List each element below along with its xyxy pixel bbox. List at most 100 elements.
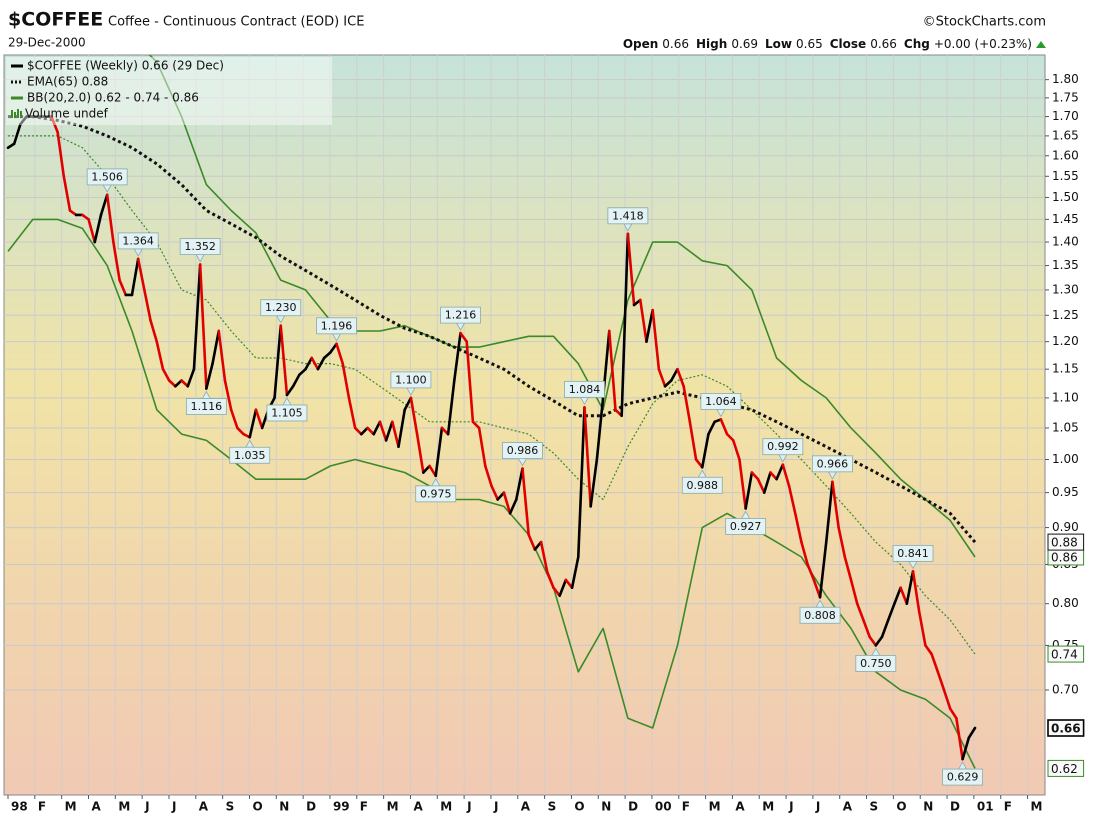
price-segment <box>217 329 227 382</box>
price-segment <box>725 432 735 442</box>
symbol: $COFFEE <box>8 9 103 31</box>
data-label: 1.418 <box>612 209 644 222</box>
price-segment <box>118 278 128 297</box>
price-segment <box>638 298 648 343</box>
price-segment <box>576 406 586 559</box>
quote-value: 0.66 <box>662 37 689 51</box>
price-segment <box>496 491 506 501</box>
x-tick-label: M <box>1031 800 1043 814</box>
price-segment <box>12 122 22 146</box>
price-segment <box>279 324 289 397</box>
x-tick-label: M <box>762 800 774 814</box>
price-segment <box>130 257 140 297</box>
price-segment <box>391 420 400 448</box>
x-tick-label: N <box>601 800 611 814</box>
quote-value: 0.65 <box>796 37 823 51</box>
price-segment <box>570 555 580 590</box>
price-segment <box>477 426 487 468</box>
price-segment <box>893 586 902 605</box>
price-segment <box>335 342 345 365</box>
price-segment <box>558 578 568 597</box>
label-box <box>440 306 481 324</box>
price-segment <box>775 463 785 481</box>
label-box <box>185 398 227 415</box>
price-segment <box>669 367 679 382</box>
price-segment <box>824 480 834 544</box>
price-segment <box>719 418 729 436</box>
x-tick-label: N <box>923 800 933 814</box>
label-box <box>415 485 457 503</box>
x-tick-label: J <box>815 800 820 814</box>
x-tick-label: M <box>387 800 399 814</box>
price-segment <box>744 471 754 510</box>
legend-label: $COFFEE (Weekly) 0.66 (29 Dec) <box>27 59 224 73</box>
price-segment <box>874 635 884 647</box>
price-segment <box>855 602 865 622</box>
price-segment <box>843 555 853 582</box>
price-segment <box>781 463 791 488</box>
bollinger-band <box>148 55 976 558</box>
quote-label: Chg <box>904 37 930 51</box>
price-segment <box>434 426 444 478</box>
price-segment <box>731 439 741 461</box>
quote-label: Low <box>765 37 792 51</box>
price-segment <box>818 540 828 599</box>
quote-value: 0.66 <box>870 37 897 51</box>
y-tick-label: 1.40 <box>1052 235 1079 249</box>
price-segment <box>527 533 537 551</box>
price-segment <box>756 477 766 494</box>
credit: ©StockCharts.com <box>923 15 1046 30</box>
x-tick-label: S <box>548 800 557 814</box>
y-tick-label: 1.25 <box>1052 308 1079 322</box>
price-segment <box>880 618 890 639</box>
label-box <box>799 606 841 624</box>
quote-label: Open <box>623 37 658 51</box>
label-box <box>762 438 804 456</box>
data-label: 0.841 <box>897 547 929 560</box>
price-segment <box>607 329 617 412</box>
legend: $COFFEE (Weekly) 0.66 (29 Dec) EMA(65) 0… <box>6 57 332 125</box>
x-tick-label: M <box>65 800 77 814</box>
price-segment <box>583 406 592 508</box>
label-box <box>179 238 221 256</box>
price-segment <box>378 420 388 442</box>
y-tick-label: 1.50 <box>1052 190 1079 204</box>
x-tick-label: 00 <box>655 800 672 814</box>
date: 29-Dec-2000 <box>8 36 86 50</box>
x-tick-label: F <box>360 800 368 814</box>
price-segment <box>514 467 524 501</box>
legend-label: Volume undef <box>25 107 109 121</box>
price-segment <box>490 484 499 501</box>
data-label: 1.084 <box>569 383 601 396</box>
data-label: 1.116 <box>191 400 223 413</box>
label-box <box>229 446 271 464</box>
label-box <box>812 455 853 473</box>
y-tick-label: 1.35 <box>1052 258 1079 272</box>
quote-value: +0.00 (+0.23%) <box>934 37 1032 51</box>
price-segment <box>862 618 871 639</box>
price-segment <box>248 408 258 439</box>
price-segment <box>837 526 847 559</box>
quote-label: Close <box>830 37 866 51</box>
price-segment <box>236 426 245 436</box>
y-tick-label: 1.70 <box>1052 109 1079 123</box>
legend-label: BB(20,2.0) 0.62 - 0.74 - 0.86 <box>27 91 199 105</box>
price-segment <box>849 578 859 605</box>
label-box <box>855 654 897 672</box>
price-segment <box>273 324 283 400</box>
price-segment <box>453 331 462 382</box>
data-label: 1.196 <box>321 319 353 332</box>
price-segment <box>924 644 933 656</box>
price-segment <box>967 726 977 740</box>
data-label: 0.927 <box>730 520 762 533</box>
y-tick-label: 0.95 <box>1052 485 1079 499</box>
price-segment <box>484 464 493 488</box>
x-tick-label: 98 <box>11 800 28 814</box>
label-box <box>725 518 767 535</box>
price-segment <box>688 420 698 461</box>
x-tick-label: A <box>91 800 101 814</box>
price-segment <box>254 408 264 430</box>
price-segment <box>360 426 369 436</box>
price-segment <box>403 396 413 412</box>
price-segment <box>341 362 351 400</box>
